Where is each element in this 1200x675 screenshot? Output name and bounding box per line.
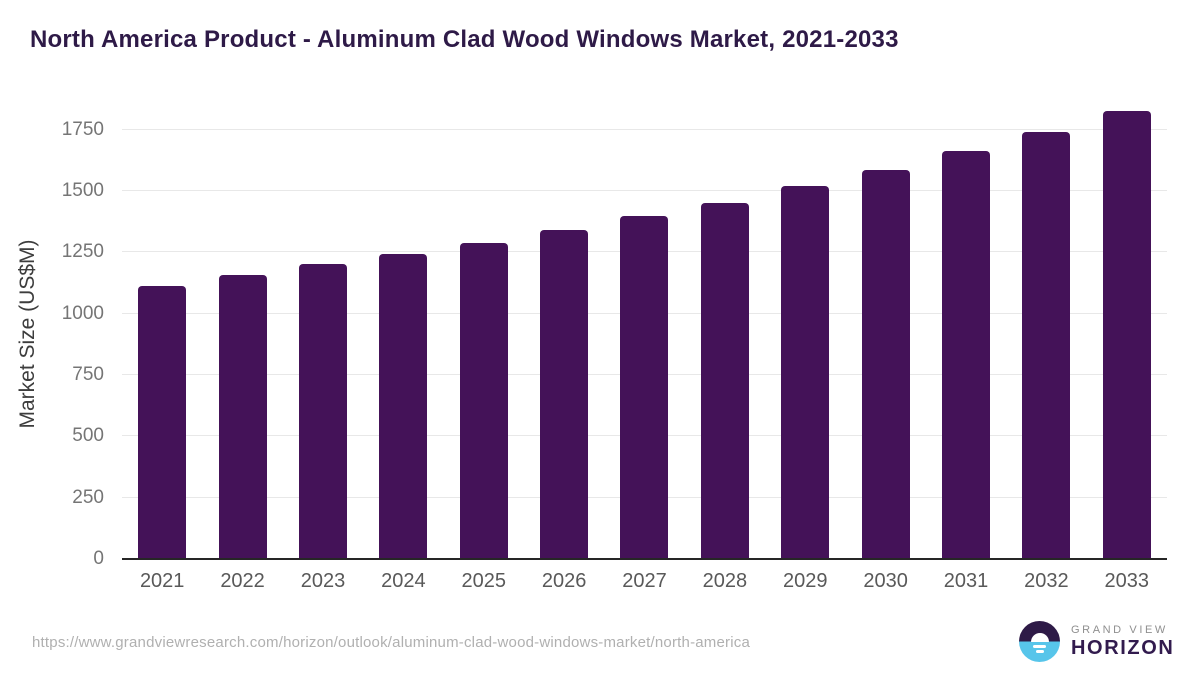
bar-2032: [1022, 131, 1071, 559]
x-tick-2025: 2025: [461, 570, 506, 592]
x-tick-2023: 2023: [300, 570, 346, 592]
y-tick-1250: 1250: [61, 241, 104, 263]
bar-2033: [1102, 111, 1151, 559]
y-tick-1750: 1750: [61, 118, 104, 140]
x-tick-2024: 2024: [381, 570, 426, 592]
horizon-logo-icon: [1019, 621, 1060, 662]
y-tick-500: 500: [72, 425, 104, 447]
gridline-1750: [122, 128, 1167, 130]
x-tick-2033: 2033: [1104, 570, 1150, 592]
x-tick-2029: 2029: [783, 570, 828, 592]
bar-2024: [379, 254, 428, 559]
y-tick-0: 0: [93, 548, 104, 569]
x-tick-2030: 2030: [863, 570, 908, 592]
source-url: https://www.grandviewresearch.com/horizo…: [32, 634, 751, 651]
bar-2030: [861, 169, 910, 559]
x-tick-2026: 2026: [541, 570, 587, 592]
x-axis-line: [122, 558, 1167, 560]
logo-wave-icon: [1035, 650, 1044, 653]
bar-2029: [781, 186, 830, 559]
logo-sun-icon: [1030, 632, 1049, 642]
y-tick-1500: 1500: [61, 180, 104, 202]
bar-2023: [298, 264, 347, 559]
logo-text: GRAND VIEW HORIZON: [1071, 624, 1174, 660]
logo-wave-icon: [1033, 645, 1046, 648]
x-tick-2022: 2022: [220, 570, 265, 592]
bar-2028: [700, 203, 749, 559]
x-tick-2027: 2027: [622, 570, 667, 592]
chart-title: North America Product - Aluminum Clad Wo…: [30, 26, 899, 53]
x-tick-2028: 2028: [702, 570, 748, 592]
x-tick-2031: 2031: [943, 570, 989, 592]
bar-2027: [620, 216, 669, 559]
bar-2021: [138, 285, 187, 559]
x-tick-2032: 2032: [1024, 570, 1069, 592]
x-tick-2021: 2021: [139, 570, 185, 592]
bar-2031: [941, 151, 990, 559]
y-tick-1000: 1000: [61, 302, 104, 324]
y-tick-250: 250: [72, 486, 104, 508]
logo-brand-top: GRAND VIEW: [1071, 623, 1168, 636]
grandview-horizon-logo: GRAND VIEW HORIZON: [1019, 621, 1174, 662]
bar-2022: [218, 274, 267, 559]
y-tick-750: 750: [72, 364, 104, 386]
bar-2025: [459, 242, 508, 559]
plot-area: [122, 105, 1167, 560]
bar-2026: [540, 229, 589, 559]
bar-series: [122, 105, 1167, 559]
logo-brand-bottom: HORIZON: [1071, 636, 1175, 659]
gridline-1500: [122, 190, 1167, 192]
